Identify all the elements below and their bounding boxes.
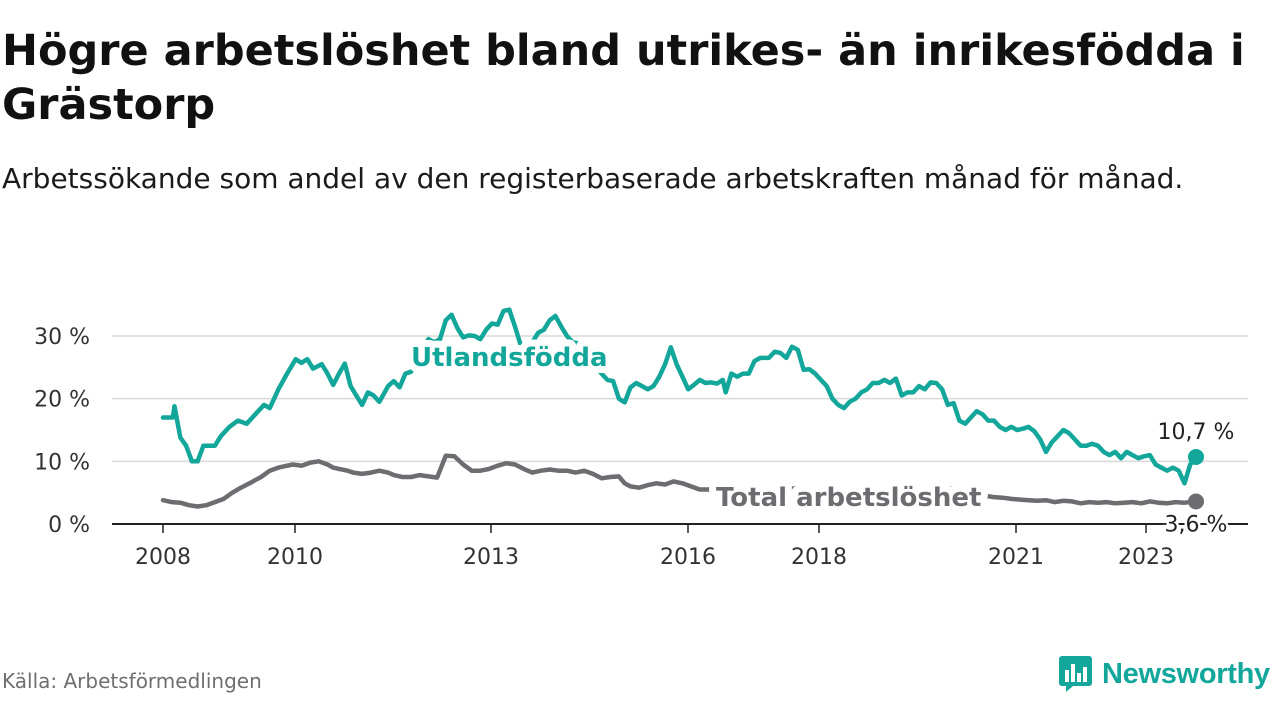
series-line-utlandsfodda [160,307,1199,486]
gridlines [112,335,1248,525]
x-tick-label: 2018 [791,545,847,570]
series-line-total [160,453,1199,509]
y-tick-label: 30 % [34,325,90,350]
brand-logo: Newsworthy [1058,654,1270,694]
x-tick-label: 2008 [135,545,191,570]
series-lines [160,307,1199,509]
series-end-value-label: 10,7 % [1158,420,1235,445]
series-end-marker [1188,448,1204,465]
y-axis-tick-labels: 0 % 10 % 20 % 30 % [34,325,90,538]
series-label-utlandsfodda: Utlandsfödda [411,343,608,373]
source-note: Källa: Arbetsförmedlingen [2,669,262,693]
newsworthy-logo-icon [1059,656,1092,692]
series-end-marker [1188,493,1204,510]
series-label-total: Total arbetslöshet [716,483,981,513]
brand-name: Newsworthy [1102,657,1270,690]
x-tick-label: 2023 [1118,545,1174,570]
series-end-value-label: 3,6 % [1165,512,1228,537]
x-tick-label: 2013 [463,545,519,570]
x-tick-label: 2010 [267,545,323,570]
x-tick-label: 2016 [660,545,716,570]
y-tick-label: 20 % [34,388,90,413]
page-subtitle: Arbetssökande som andel av den registerb… [2,162,1184,195]
x-axis-tick-labels: 2008 2010 2013 2016 2018 2021 2023 [135,524,1174,570]
x-tick-label: 2021 [988,545,1044,570]
y-tick-label: 10 % [34,450,90,475]
y-tick-label: 0 % [48,513,90,538]
series-labels: Utlandsfödda Total arbetslöshet [404,336,988,520]
series-end-markers: 10,7 % 3,6 % [1155,417,1237,539]
page-title: Högre arbetslöshet bland utrikes- än inr… [2,26,1245,130]
